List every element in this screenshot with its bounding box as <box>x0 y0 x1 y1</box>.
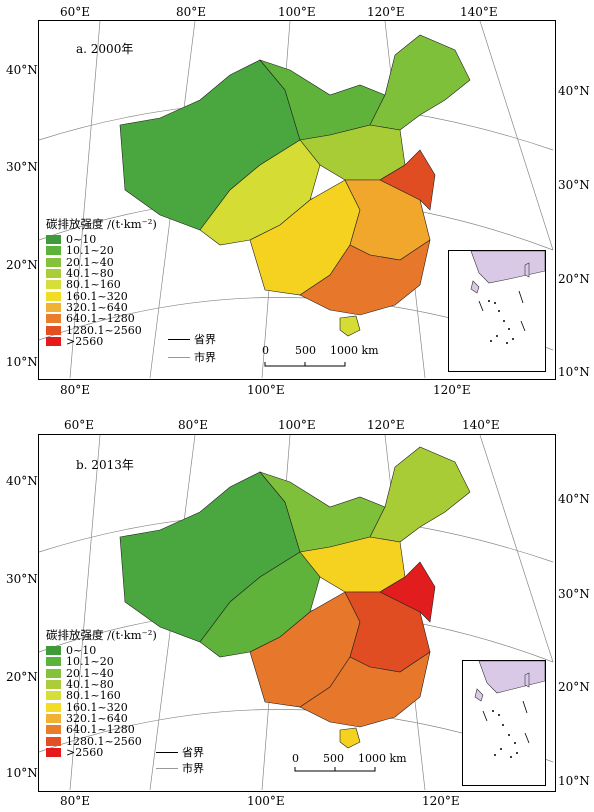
legend-swatch <box>46 269 61 279</box>
city-boundary-legend: 市界 <box>168 349 216 365</box>
bottom-lon-label: 100°E <box>247 383 285 397</box>
left-lat-label: 30°N <box>6 572 38 586</box>
legend-item: 40.1~80 <box>46 678 157 691</box>
legend-item: 80.1~160 <box>46 689 157 702</box>
scale-label: 1000 km <box>358 752 407 765</box>
legend-item: 10.1~20 <box>46 655 157 668</box>
legend-swatch <box>46 246 61 256</box>
left-lat-label: 40°N <box>6 474 38 488</box>
right-lat-label: 10°N <box>558 774 590 788</box>
legend-swatch <box>46 325 61 335</box>
legend-swatch <box>46 747 61 757</box>
right-lat-label: 20°N <box>558 680 590 694</box>
legend-swatch <box>46 314 61 324</box>
legend-swatch <box>46 235 61 245</box>
inset-map-svg <box>474 661 545 758</box>
left-lat-label: 30°N <box>6 160 38 174</box>
south-china-sea-inset <box>448 250 546 372</box>
right-lat-label: 40°N <box>558 492 590 506</box>
legend-swatch <box>46 713 61 723</box>
top-lon-label: 60°E <box>64 418 95 432</box>
panel-title: b. 2013年 <box>76 458 134 472</box>
legend-item: >2560 <box>46 746 157 759</box>
legend-swatch <box>46 336 61 346</box>
top-lon-label: 60°E <box>60 5 91 19</box>
china-map <box>119 34 471 337</box>
legend-item: 20.1~40 <box>46 256 157 269</box>
legend-swatch <box>46 280 61 290</box>
right-lat-label: 40°N <box>558 84 590 98</box>
left-lat-label: 10°N <box>6 766 38 780</box>
left-lat-label: 20°N <box>6 258 38 272</box>
legend-swatch <box>46 291 61 301</box>
panel-title: a. 2000年 <box>76 42 134 56</box>
legend-swatch <box>46 646 61 656</box>
top-lon-label: 80°E <box>178 418 209 432</box>
legend-item: 0~10 <box>46 644 157 657</box>
bottom-lon-label: 120°E <box>422 794 460 808</box>
legend-item: 640.1~1280 <box>46 312 157 325</box>
top-lon-label: 100°E <box>278 5 316 19</box>
legend-item: 0~10 <box>46 233 157 246</box>
legend-swatch <box>46 657 61 667</box>
top-lon-label: 120°E <box>367 5 405 19</box>
legend-item: 80.1~160 <box>46 278 157 291</box>
south-china-sea-inset <box>462 660 546 786</box>
legend-item: 320.1~640 <box>46 712 157 725</box>
legend-item: >2560 <box>46 335 157 348</box>
inset-map-svg <box>470 251 545 344</box>
bottom-lon-label: 100°E <box>247 794 285 808</box>
legend-item: 1280.1~2560 <box>46 735 157 748</box>
right-lat-label: 30°N <box>558 178 590 192</box>
legend-title: 碳排放强度 /(t·km⁻²) <box>46 628 157 642</box>
legend-item: 20.1~40 <box>46 667 157 680</box>
scale-label: 0 <box>292 752 299 765</box>
bottom-lon-label: 120°E <box>433 383 471 397</box>
right-lat-label: 20°N <box>558 272 590 286</box>
legend-item: 160.1~320 <box>46 701 157 714</box>
city-boundary-legend: 市界 <box>156 760 204 776</box>
legend-item: 640.1~1280 <box>46 723 157 736</box>
legend-swatch <box>46 302 61 312</box>
legend-item: 10.1~20 <box>46 244 157 257</box>
legend-swatch <box>46 680 61 690</box>
province-boundary-legend: 省界 <box>168 331 216 347</box>
map-panel-2000: a. 2000年 60°E 80°E 100°E 120°E 140°E 80°… <box>0 0 594 400</box>
legend-item: 320.1~640 <box>46 301 157 314</box>
legend-item: 40.1~80 <box>46 267 157 280</box>
legend: 碳排放强度 /(t·km⁻²) 0~10 10.1~20 20.1~40 40.… <box>46 627 157 759</box>
legend: 碳排放强度 /(t·km⁻²) 0~10 10.1~20 20.1~40 40.… <box>46 216 157 348</box>
legend-swatch <box>46 725 61 735</box>
top-lon-label: 80°E <box>176 5 207 19</box>
bottom-lon-label: 80°E <box>60 383 91 397</box>
legend-swatch <box>46 702 61 712</box>
legend-swatch <box>46 257 61 267</box>
top-lon-label: 100°E <box>278 418 316 432</box>
map-graticule-svg <box>38 434 554 791</box>
province-boundary-legend: 省界 <box>156 744 204 760</box>
legend-item: 1280.1~2560 <box>46 324 157 337</box>
top-lon-label: 140°E <box>462 418 500 432</box>
scale-label: 500 <box>323 752 344 765</box>
scale-label: 1000 km <box>330 344 379 357</box>
left-lat-label: 10°N <box>6 355 38 369</box>
china-map <box>119 446 471 749</box>
legend-swatch <box>46 736 61 746</box>
legend-item: 160.1~320 <box>46 290 157 303</box>
legend-swatch <box>46 691 61 701</box>
right-lat-label: 10°N <box>558 365 590 379</box>
legend-swatch <box>46 668 61 678</box>
top-lon-label: 140°E <box>460 5 498 19</box>
bottom-lon-label: 80°E <box>60 794 91 808</box>
right-lat-label: 30°N <box>558 587 590 601</box>
map-graticule-svg <box>38 20 554 379</box>
top-lon-label: 120°E <box>367 418 405 432</box>
left-lat-label: 40°N <box>6 63 38 77</box>
scale-label: 500 <box>295 344 316 357</box>
scale-label: 0 <box>262 344 269 357</box>
legend-title: 碳排放强度 /(t·km⁻²) <box>46 217 157 231</box>
left-lat-label: 20°N <box>6 670 38 684</box>
map-panel-2013: b. 2013年 60°E 80°E 100°E 120°E 140°E 80°… <box>0 412 594 812</box>
